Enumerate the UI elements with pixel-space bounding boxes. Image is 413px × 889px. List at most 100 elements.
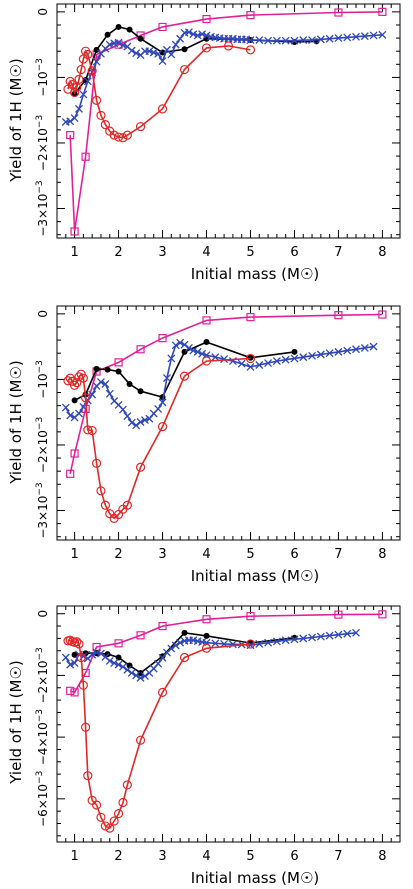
data-point-circle — [245, 353, 256, 364]
data-point-cross — [167, 50, 176, 59]
data-point-circle — [76, 652, 86, 663]
data-point-cross — [154, 659, 163, 668]
data-point-cross — [132, 421, 141, 430]
data-point-circle — [96, 110, 106, 121]
panel-2: Initial mass (M☉) Yield of 1H (M☉) 1 2 3 4 5… — [7, 305, 401, 585]
x-tick-label: 3 — [158, 245, 166, 260]
data-point-circle — [74, 372, 84, 382]
data-point-circle — [63, 376, 73, 386]
data-point-cross — [369, 31, 378, 40]
x-ticks: 1 2 3 4 5 6 7 8 — [56, 306, 401, 562]
data-point-cross — [272, 36, 281, 45]
data-point-circle — [74, 74, 84, 84]
data-point-square — [70, 227, 79, 236]
y-tick-label: −10−3 — [35, 360, 50, 399]
x-tick-label: 1 — [70, 245, 78, 260]
data-point-circle — [87, 66, 97, 76]
data-point-square — [246, 313, 255, 322]
data-point-cross — [202, 31, 211, 40]
data-point-cross — [154, 404, 163, 413]
data-point-dot — [104, 366, 111, 373]
data-point-square — [202, 14, 211, 24]
data-point-dot — [181, 46, 188, 53]
data-point-cross — [299, 634, 308, 643]
data-point-circle — [83, 425, 93, 435]
x-tick-label: 2 — [114, 547, 122, 562]
x-tick-label: 8 — [378, 245, 386, 260]
data-point-dot — [71, 651, 78, 658]
data-point-circle — [91, 95, 102, 105]
data-point-circle — [72, 378, 82, 388]
data-point-dot — [115, 654, 122, 661]
data-point-cross — [92, 57, 101, 66]
data-point-circle — [157, 104, 168, 114]
y-tick-label: −10−3 — [35, 58, 50, 97]
data-point-cross — [316, 350, 325, 359]
data-point-cross — [123, 412, 132, 421]
data-point-circle — [78, 373, 88, 383]
x-tick-label: 8 — [378, 547, 386, 562]
data-point-cross — [114, 38, 123, 47]
data-point-circle — [135, 121, 146, 132]
x-tick-label: 5 — [246, 547, 254, 562]
data-point-circle — [96, 812, 106, 822]
series-red — [63, 635, 256, 833]
data-point-circle — [179, 64, 190, 75]
data-point-cross — [360, 32, 369, 41]
data-point-circle — [65, 635, 75, 645]
data-point-cross — [264, 638, 273, 647]
data-point-cross — [167, 644, 176, 653]
y-tick-label: −2×10−3 — [35, 115, 50, 171]
data-point-cross — [171, 341, 180, 350]
data-point-cross — [66, 660, 75, 669]
data-point-dot — [115, 23, 122, 30]
data-point-cross — [132, 49, 141, 58]
y-tick-label: −3×10−3 — [35, 482, 50, 538]
data-point-square — [158, 621, 167, 631]
data-point-dot — [137, 669, 144, 676]
y-tick-label: −6×10−3 — [35, 771, 50, 827]
data-point-dot — [137, 388, 144, 395]
y-ticks: 0 −10−3 −2×10−3 −3×10−3 — [35, 310, 400, 539]
data-point-cross — [334, 34, 343, 43]
data-point-cross — [211, 353, 220, 362]
data-point-circle — [135, 735, 146, 745]
data-point-circle — [69, 87, 80, 98]
data-point-square — [334, 610, 343, 619]
data-point-cross — [83, 77, 92, 86]
data-point-cross — [97, 649, 105, 658]
x-ticks: 1 2 3 4 5 6 7 8 — [56, 4, 401, 260]
data-point-square — [378, 7, 387, 16]
data-point-square — [136, 345, 145, 354]
data-point-circle — [118, 133, 128, 143]
series-blue — [61, 338, 378, 430]
y-tick-label: 0 — [36, 610, 50, 618]
data-point-cross — [88, 650, 97, 659]
y-ticks: 0 −10−3 −2×10−3 −3×10−3 — [35, 8, 400, 237]
data-point-circle — [135, 462, 146, 472]
plot-frame — [56, 3, 401, 239]
data-point-cross — [119, 405, 127, 414]
data-point-circle — [157, 687, 168, 697]
x-tick-label: 5 — [246, 849, 254, 864]
data-point-circle — [80, 722, 91, 732]
data-point-cross — [171, 40, 180, 49]
data-point-dot — [126, 26, 133, 33]
data-point-circle — [179, 652, 190, 663]
y-tick-label: −3×10−3 — [35, 180, 50, 236]
data-point-circle — [201, 643, 212, 653]
data-point-square — [246, 11, 255, 20]
y-axis-label: Yield of 1H (M☉) — [7, 360, 25, 484]
data-point-cross — [75, 409, 83, 418]
data-point-square — [114, 358, 123, 367]
x-tick-label: 4 — [202, 547, 210, 562]
data-point-cross — [246, 362, 255, 371]
x-tick-label: 6 — [290, 849, 298, 864]
data-point-cross — [360, 343, 369, 352]
data-point-circle — [179, 371, 190, 381]
data-point-dot — [71, 397, 78, 404]
data-point-cross — [290, 354, 299, 363]
data-point-cross — [246, 36, 255, 45]
data-point-cross — [325, 631, 334, 640]
data-point-cross — [281, 636, 290, 645]
